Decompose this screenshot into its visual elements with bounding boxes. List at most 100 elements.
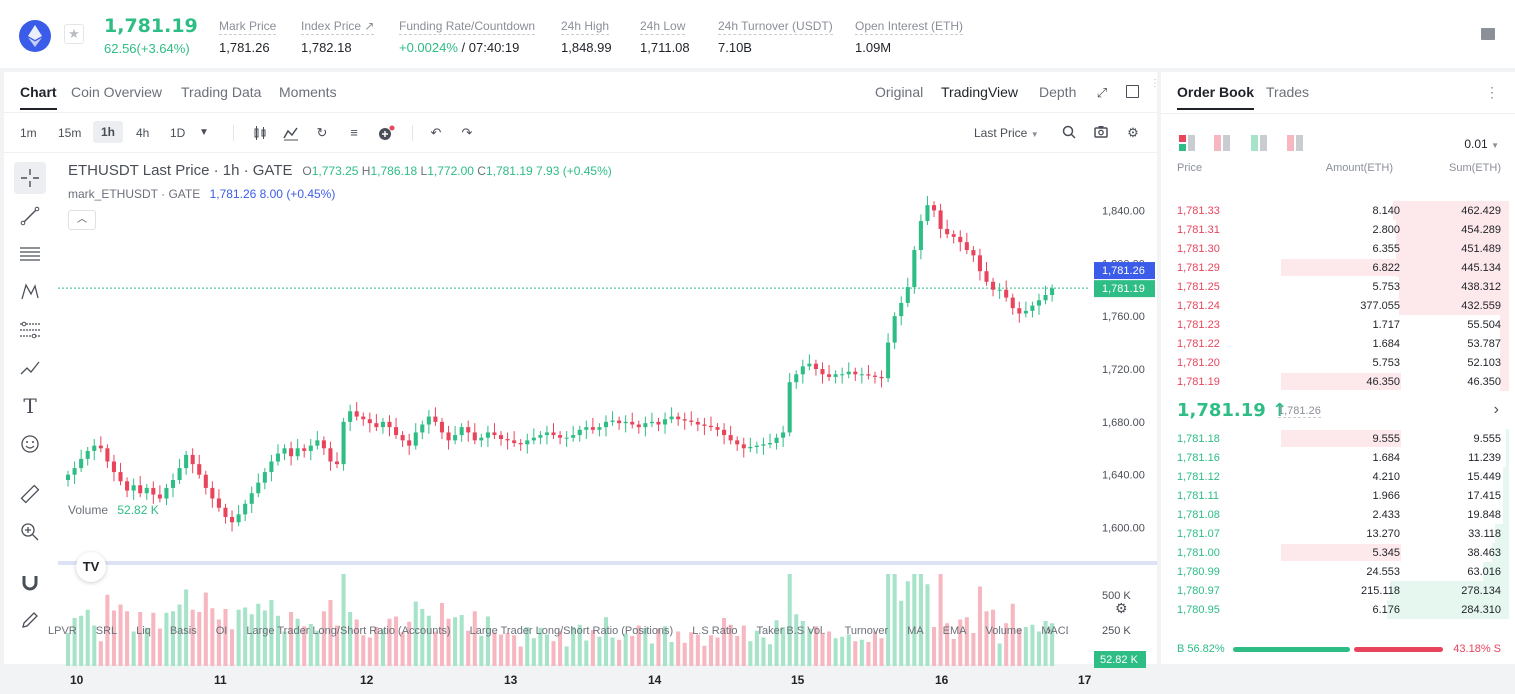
- text-tool-icon[interactable]: T: [23, 394, 37, 418]
- crosshair-icon[interactable]: [14, 162, 46, 194]
- view-tradingview[interactable]: TradingView: [941, 84, 1019, 100]
- volume-bar: [341, 574, 346, 666]
- fullscreen-icon[interactable]: ⤢: [1096, 85, 1108, 100]
- ask-row[interactable]: 1,781.20 5.753 52.103: [1161, 353, 1515, 372]
- candle-body: [223, 507, 228, 517]
- book-icon[interactable]: [1481, 28, 1495, 40]
- indicator-item[interactable]: LPVR: [48, 625, 77, 637]
- volume-bar: [564, 646, 569, 666]
- ask-row[interactable]: 1,781.23 1.717 55.504: [1161, 315, 1515, 334]
- indicator-item[interactable]: Turnover: [844, 625, 889, 637]
- ask-row[interactable]: 1,781.29 6.822 445.134: [1161, 258, 1515, 277]
- ask-row[interactable]: 1,781.24 377.055 432.559: [1161, 296, 1515, 315]
- indicator-item[interactable]: Taker B.S Vol.: [756, 625, 826, 637]
- price-type-select[interactable]: Last Price ▼: [974, 126, 1039, 140]
- settings-list-icon[interactable]: ≡: [350, 125, 358, 140]
- tradingview-logo-icon[interactable]: TV: [76, 552, 106, 582]
- more-icon[interactable]: ⋮: [1485, 84, 1499, 100]
- bid-row[interactable]: 1,781.07 13.270 33.118: [1161, 524, 1515, 543]
- depth-bar: [1506, 448, 1509, 467]
- undo-icon[interactable]: ↶: [430, 125, 442, 140]
- emoji-icon[interactable]: [14, 428, 46, 460]
- bid-row[interactable]: 1,780.95 6.176 284.310: [1161, 600, 1515, 619]
- interval-1d[interactable]: 1D: [170, 126, 186, 140]
- window-icon[interactable]: [1126, 85, 1139, 98]
- candle-body: [938, 210, 943, 229]
- brush-icon[interactable]: [14, 352, 46, 384]
- candles-icon[interactable]: [252, 125, 268, 141]
- indicator-item[interactable]: MA: [907, 625, 924, 637]
- view-depth[interactable]: Depth: [1039, 84, 1077, 100]
- bid-row[interactable]: 1,780.99 24.553 63.016: [1161, 562, 1515, 581]
- chevron-right-icon[interactable]: ›: [1047, 623, 1051, 637]
- indicator-item[interactable]: MACD: [1041, 625, 1068, 637]
- ask-row[interactable]: 1,781.19 46.350 46.350: [1161, 372, 1515, 391]
- indicator-item[interactable]: EMA: [942, 625, 967, 637]
- tab-coin-overview[interactable]: Coin Overview: [71, 84, 163, 100]
- tab-trades[interactable]: Trades: [1266, 84, 1310, 100]
- fib-icon[interactable]: [14, 314, 46, 346]
- bid-row[interactable]: 1,780.97 215.118 278.134: [1161, 581, 1515, 600]
- chart-settings-gear-icon[interactable]: ⚙: [1115, 600, 1128, 616]
- legend-h: 1,786.18: [370, 164, 418, 178]
- ask-row[interactable]: 1,781.25 5.753 438.312: [1161, 277, 1515, 296]
- bid-row[interactable]: 1,781.11 1.966 17.415: [1161, 486, 1515, 505]
- indicator-item[interactable]: SRL: [95, 625, 118, 637]
- ruler-icon[interactable]: [14, 478, 46, 510]
- gear-icon[interactable]: ⚙: [1127, 125, 1139, 140]
- indicator-item[interactable]: Basis: [169, 625, 197, 637]
- collapse-legend-button[interactable]: ︿: [68, 210, 96, 230]
- chevron-right-icon[interactable]: ›: [1493, 401, 1499, 418]
- both-sides-view-icon[interactable]: [1179, 135, 1195, 151]
- tab-trading-data[interactable]: Trading Data: [181, 84, 262, 100]
- more-icon[interactable]: ⋮: [1150, 78, 1160, 89]
- indicator-item[interactable]: L.S Ratio: [692, 625, 738, 637]
- indicator-item[interactable]: Volume: [985, 625, 1023, 637]
- tab-moments[interactable]: Moments: [279, 84, 337, 100]
- horizontal-lines-icon[interactable]: [14, 238, 46, 270]
- chevron-down-icon[interactable]: ▼: [199, 127, 209, 138]
- indicator-item[interactable]: OI: [215, 625, 228, 637]
- price-chart[interactable]: 1,840.001,800.001,760.001,720.001,680.00…: [58, 154, 1157, 694]
- add-indicator-icon[interactable]: [378, 125, 395, 141]
- interval-1m[interactable]: 1m: [20, 126, 37, 140]
- bid-row[interactable]: 1,781.00 5.345 38.463: [1161, 543, 1515, 562]
- indicator-item[interactable]: Large Trader Long/Short Ratio (Accounts): [246, 625, 451, 637]
- camera-icon[interactable]: [1093, 125, 1109, 141]
- order-book-panel: Order Book Trades ⋮ 0.01 ▼ Price Amount(…: [1161, 72, 1515, 664]
- search-icon[interactable]: [1061, 125, 1077, 141]
- interval-15m[interactable]: 15m: [58, 126, 82, 140]
- ask-row[interactable]: 1,781.30 6.355 451.489: [1161, 239, 1515, 258]
- depth-view-icon[interactable]: [1287, 135, 1303, 151]
- ask-row[interactable]: 1,781.31 2.800 454.289: [1161, 220, 1515, 239]
- interval-1h[interactable]: 1h: [93, 121, 124, 143]
- bid-row[interactable]: 1,781.12 4.210 15.449: [1161, 467, 1515, 486]
- trend-line-icon[interactable]: [14, 200, 46, 232]
- indicator-item[interactable]: Liq: [136, 625, 151, 637]
- bid-row[interactable]: 1,781.08 2.433 19.848: [1161, 505, 1515, 524]
- redo-icon[interactable]: ↷: [461, 125, 473, 140]
- indicator-item[interactable]: Large Trader Long/Short Ratio (Positions…: [469, 625, 674, 637]
- zoom-in-icon[interactable]: [14, 516, 46, 548]
- ask-row[interactable]: 1,781.33 8.140 462.429: [1161, 201, 1515, 220]
- tab-chart[interactable]: Chart: [20, 84, 57, 110]
- interval-4h[interactable]: 4h: [136, 126, 150, 140]
- tab-order-book[interactable]: Order Book: [1177, 84, 1255, 110]
- ask-row[interactable]: 1,781.22 1.684 53.787: [1161, 334, 1515, 353]
- view-original[interactable]: Original: [875, 84, 924, 100]
- bids-view-icon[interactable]: [1251, 135, 1267, 151]
- refresh-icon[interactable]: ↻: [316, 125, 328, 140]
- stat-index-price[interactable]: Index Price ↗ 1,782.18: [301, 17, 375, 55]
- magnet-icon[interactable]: [14, 566, 46, 598]
- precision-select[interactable]: 0.01 ▼: [1464, 137, 1499, 151]
- sum-cell: 438.312: [1461, 281, 1501, 293]
- pattern-icon[interactable]: [14, 276, 46, 308]
- bid-row[interactable]: 1,781.18 9.555 9.555: [1161, 429, 1515, 448]
- pencil-lock-icon[interactable]: [14, 604, 46, 636]
- favorite-star-icon[interactable]: ★: [64, 24, 84, 44]
- bid-row[interactable]: 1,781.16 1.684 11.239: [1161, 448, 1515, 467]
- asks-view-icon[interactable]: [1214, 135, 1230, 151]
- candle-body: [1030, 305, 1035, 311]
- volume-axis-label: 500 K: [1102, 590, 1131, 602]
- indicators-icon[interactable]: [283, 125, 299, 141]
